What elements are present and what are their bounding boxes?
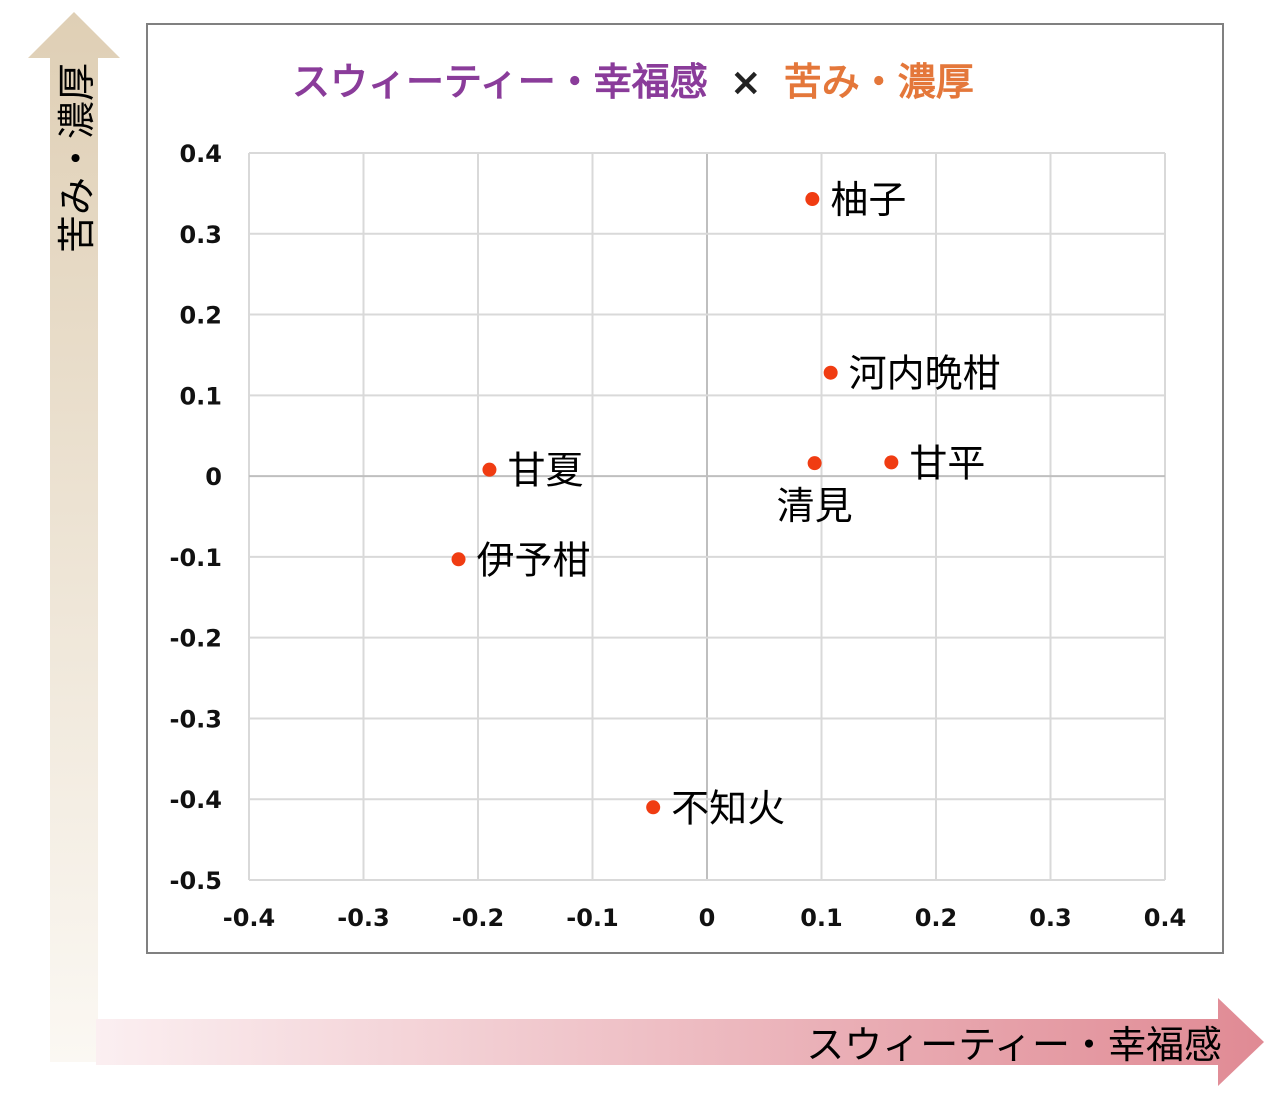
x-tick-label: 0.1 [800,904,843,932]
x-tick-label: -0.3 [337,904,389,932]
data-point-label: 不知火 [671,786,785,830]
data-point-label: 柚子 [830,178,906,222]
data-point-label: 清見 [777,484,853,528]
y-axis-arrow [28,12,120,1062]
data-point [805,192,820,207]
y-tick-label: 0 [205,463,222,491]
x-tick-label: 0.3 [1029,904,1072,932]
y-tick-label: 0.2 [179,302,222,330]
x-tick-labels: -0.4 -0.3 -0.2 -0.1 0 0.1 0.2 0.3 0.4 [223,904,1187,932]
data-point [482,462,497,477]
x-tick-label: -0.4 [223,904,275,932]
y-tick-label: -0.2 [170,625,222,653]
data-point-label: 甘平 [909,441,985,485]
data-point [646,800,661,815]
y-tick-label: -0.3 [170,705,222,733]
y-tick-label: 0.1 [179,382,222,410]
y-tick-label: 0.4 [179,140,222,168]
chart-frame [146,23,1224,954]
x-tick-label: 0 [699,904,716,932]
x-axis-arrow-label: スウィーティー・幸福感 [806,1023,1222,1067]
y-tick-label: -0.1 [170,544,222,572]
x-tick-label: 0.4 [1144,904,1187,932]
chart-title: スウィーティー・幸福感 × 苦み・濃厚 [292,60,974,104]
y-tick-label: 0.3 [179,221,222,249]
y-tick-labels: 0.4 0.3 0.2 0.1 0 -0.1 -0.2 -0.3 -0.4 -0.5 [170,140,222,895]
data-point [823,365,838,380]
x-tick-label: -0.2 [452,904,504,932]
data-point [451,552,466,567]
chart-title-part1: スウィーティー・幸福感 [292,60,708,104]
data-point [884,455,899,470]
grid [248,152,1166,881]
y-axis-arrow-label: 苦み・濃厚 [55,63,99,253]
chart-title-part2: 苦み・濃厚 [784,60,974,104]
data-point-label: 伊予柑 [477,538,591,582]
data-point-label: 河内晩柑 [849,352,1001,396]
data-point-label: 甘夏 [507,449,583,493]
y-tick-label: -0.4 [170,786,222,814]
x-axis-arrow [96,998,1264,1086]
data-point [807,456,822,471]
chart-title-separator: × [730,60,762,104]
y-tick-label: -0.5 [170,867,222,895]
x-tick-label: -0.1 [566,904,618,932]
x-tick-label: 0.2 [915,904,958,932]
